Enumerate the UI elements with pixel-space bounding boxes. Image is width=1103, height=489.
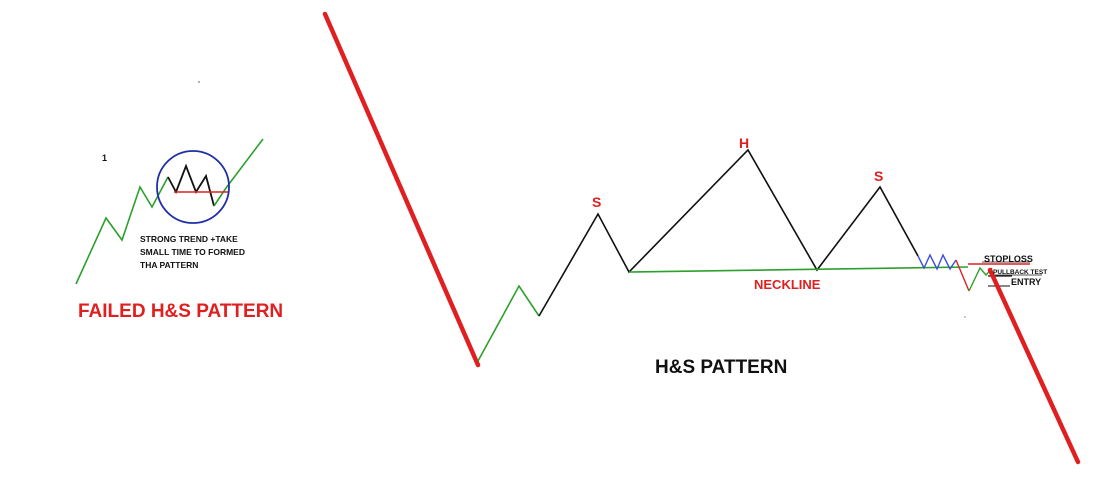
- failed-pattern-title: FAILED H&S PATTERN: [78, 301, 283, 322]
- right-shoulder-label: S: [874, 168, 883, 184]
- prior-downtrend-line: [322, 11, 481, 368]
- failed-breakout-line: [213, 138, 264, 207]
- stray-dot: [198, 81, 200, 83]
- failed-note-line-2: SMALL TIME TO FORMED: [140, 247, 245, 257]
- left-shoulder-label: S: [592, 194, 601, 210]
- head-label: H: [739, 135, 749, 151]
- failed-number-label: 1: [102, 153, 107, 163]
- failed-note-line-1: STRONG TREND +TAKE: [140, 234, 238, 244]
- failed-pattern-line: [167, 163, 215, 207]
- main-pattern-title: H&S PATTERN: [655, 357, 787, 378]
- post-breakdown-line: [987, 267, 1081, 465]
- head-and-shoulders-line: [538, 148, 919, 317]
- consolidation-line: [917, 253, 957, 271]
- failed-highlight-circle: [156, 150, 230, 224]
- neckline-label: NECKLINE: [754, 277, 821, 292]
- main-hs-diagram: S H S NECKLINE H&S PATTERN STOPLOSS PULL…: [322, 11, 1081, 465]
- breakdown-line: [955, 259, 970, 292]
- failed-hs-diagram: 1 STRONG TREND +TAKE SMALL TIME TO FORME…: [75, 81, 283, 322]
- failed-note-line-3: THA PATTERN: [140, 260, 198, 270]
- failed-uptrend-line: [75, 176, 169, 285]
- pullback-label: PULLBACK TEST: [993, 269, 1047, 276]
- prior-uptrend-line: [477, 284, 540, 362]
- stray-dot: [964, 316, 966, 318]
- neckline: [628, 266, 969, 273]
- stoploss-label: STOPLOSS: [984, 254, 1033, 264]
- entry-label: ENTRY: [1011, 277, 1041, 287]
